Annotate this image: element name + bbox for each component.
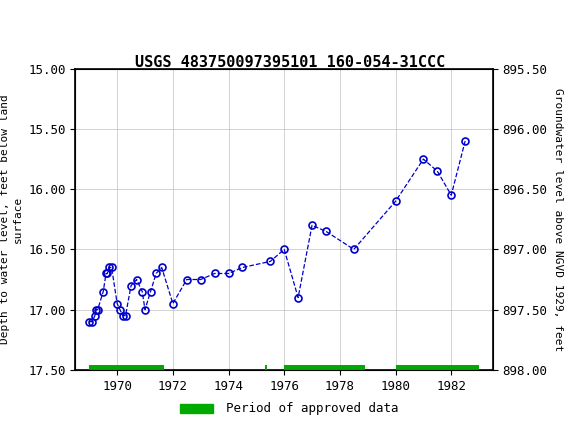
- Text: Period of approved data: Period of approved data: [226, 402, 398, 415]
- Bar: [89, 365, 165, 370]
- Text: USGS 483750097395101 160-054-31CCC: USGS 483750097395101 160-054-31CCC: [135, 55, 445, 70]
- Bar: [284, 365, 365, 370]
- Bar: [396, 365, 479, 370]
- Text: ▒USGS: ▒USGS: [12, 13, 78, 39]
- Bar: [264, 365, 267, 370]
- FancyArrow shape: [180, 404, 213, 413]
- Y-axis label: Groundwater level above NGVD 1929, feet: Groundwater level above NGVD 1929, feet: [553, 88, 563, 351]
- Y-axis label: Depth to water level, feet below land
surface: Depth to water level, feet below land su…: [0, 95, 23, 344]
